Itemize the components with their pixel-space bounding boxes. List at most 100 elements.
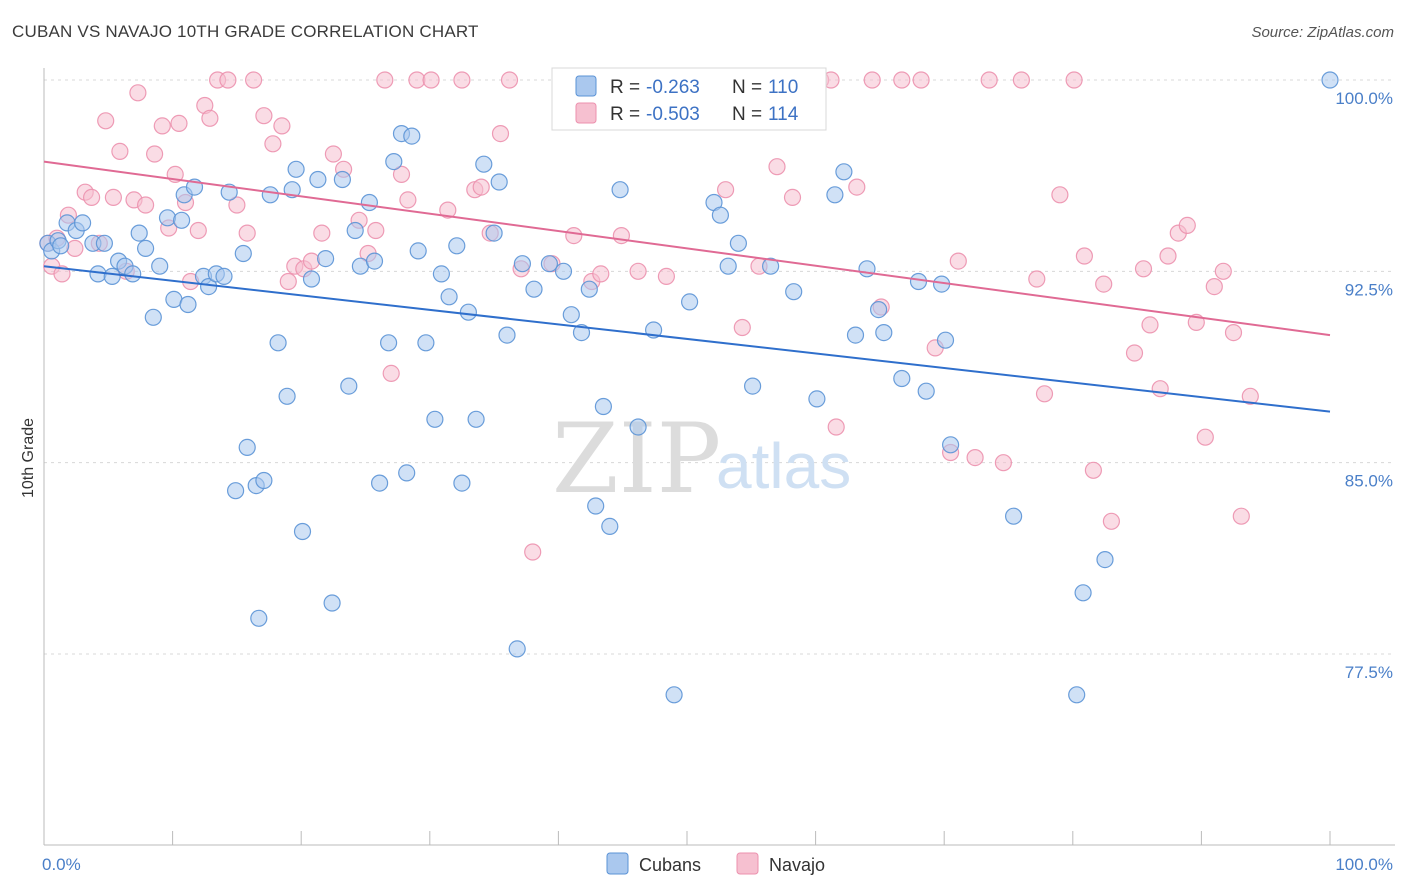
point-navajo-80 — [848, 178, 866, 196]
point-cubans-66 — [475, 155, 493, 173]
point-navajo-99 — [1102, 512, 1121, 530]
points-layer — [39, 71, 1339, 704]
point-cubans-42 — [309, 170, 327, 189]
point-navajo-20 — [170, 114, 188, 133]
point-cubans-52 — [380, 334, 398, 352]
point-cubans-63 — [453, 474, 471, 492]
point-cubans-44 — [323, 594, 341, 612]
point-cubans-55 — [398, 464, 416, 482]
point-navajo-95 — [1065, 71, 1083, 89]
legend-r-label-cubans: R = — [610, 77, 640, 98]
chart-title: CUBAN VS NAVAJO 10TH GRADE CORRELATION C… — [12, 22, 479, 41]
point-cubans-99 — [875, 324, 893, 342]
point-cubans-90 — [743, 377, 762, 395]
point-navajo-32 — [264, 135, 282, 153]
point-navajo-88 — [966, 449, 984, 467]
point-cubans-53 — [385, 153, 403, 171]
point-navajo-15 — [137, 196, 155, 214]
point-cubans-73 — [540, 255, 559, 273]
point-cubans-13 — [124, 265, 142, 283]
point-navajo-10 — [104, 188, 123, 206]
point-cubans-35 — [261, 186, 279, 204]
point-navajo-46 — [392, 165, 411, 183]
point-cubans-79 — [594, 397, 613, 416]
point-navajo-100 — [1125, 344, 1144, 362]
trend-layer — [43, 160, 1331, 413]
point-navajo-83 — [893, 71, 911, 89]
point-navajo-49 — [422, 71, 440, 89]
point-cubans-100 — [893, 369, 911, 388]
point-cubans-22 — [179, 295, 197, 314]
point-cubans-87 — [711, 206, 730, 224]
point-cubans-93 — [808, 390, 826, 408]
point-cubans-109 — [1096, 550, 1114, 569]
point-cubans-43 — [317, 250, 335, 268]
point-cubans-59 — [426, 410, 444, 428]
point-cubans-98 — [869, 301, 888, 319]
x-tick-labels: 0.0% 100.0% — [42, 855, 1393, 874]
point-cubans-39 — [287, 160, 305, 178]
point-navajo-102 — [1141, 316, 1159, 334]
point-navajo-94 — [1051, 186, 1069, 204]
point-navajo-65 — [629, 262, 647, 280]
point-cubans-31 — [238, 438, 256, 456]
point-navajo-48 — [408, 71, 426, 89]
point-cubans-47 — [346, 221, 364, 240]
point-cubans-6 — [73, 214, 92, 232]
point-cubans-96 — [846, 326, 865, 344]
point-cubans-9 — [95, 234, 114, 252]
point-navajo-44 — [376, 71, 394, 89]
point-navajo-7 — [82, 188, 101, 206]
chart-source: Source: ZipAtlas.com — [1251, 24, 1394, 41]
series-legend: Cubans Navajo — [606, 852, 825, 875]
point-navajo-89 — [980, 71, 998, 89]
point-navajo-31 — [255, 107, 273, 125]
point-navajo-109 — [1205, 278, 1223, 296]
point-cubans-84 — [665, 686, 683, 704]
point-cubans-57 — [409, 242, 427, 260]
point-cubans-41 — [302, 270, 321, 288]
point-cubans-28 — [220, 183, 238, 201]
point-cubans-74 — [554, 262, 573, 280]
point-cubans-16 — [144, 308, 162, 326]
point-cubans-34 — [255, 471, 273, 490]
legend-box — [551, 67, 827, 131]
point-navajo-23 — [189, 221, 207, 240]
point-navajo-30 — [245, 71, 263, 89]
point-navajo-11 — [111, 142, 129, 160]
point-navajo-113 — [1241, 387, 1259, 405]
point-cubans-18 — [158, 209, 177, 227]
legend-swatch-cubans — [575, 75, 597, 97]
point-cubans-110 — [1321, 71, 1339, 89]
point-cubans-64 — [459, 303, 477, 321]
point-cubans-85 — [680, 293, 699, 311]
correlation-legend: R = -0.263 N = 110 R = -0.503 N = 114 — [551, 67, 827, 131]
point-cubans-36 — [269, 334, 287, 352]
point-cubans-95 — [835, 163, 853, 181]
y-tick-label-2: 92.5% — [1345, 280, 1393, 299]
point-navajo-37 — [302, 252, 321, 270]
legend-r-value-cubans: -0.263 — [646, 77, 700, 98]
point-cubans-105 — [941, 436, 960, 454]
legend-r-label-navajo: R = — [610, 104, 640, 125]
point-navajo-104 — [1159, 247, 1177, 265]
point-cubans-89 — [729, 234, 748, 252]
point-navajo-25 — [201, 109, 219, 127]
y-tick-label-1: 85.0% — [1345, 472, 1393, 491]
trend-line-cubans — [43, 265, 1331, 413]
point-navajo-67 — [657, 267, 676, 285]
point-cubans-45 — [333, 170, 351, 189]
point-navajo-71 — [716, 181, 735, 199]
point-cubans-92 — [785, 283, 803, 301]
point-navajo-75 — [783, 188, 802, 206]
series-legend-swatch-cubans — [606, 852, 629, 875]
point-navajo-34 — [279, 272, 297, 291]
point-cubans-62 — [448, 237, 466, 255]
point-cubans-108 — [1074, 584, 1092, 602]
point-navajo-96 — [1075, 247, 1094, 265]
point-navajo-112 — [1232, 507, 1250, 525]
x-tick-label-0: 0.0% — [42, 855, 81, 874]
point-navajo-93 — [1035, 385, 1054, 403]
point-navajo-28 — [228, 196, 246, 214]
point-cubans-88 — [719, 257, 737, 275]
